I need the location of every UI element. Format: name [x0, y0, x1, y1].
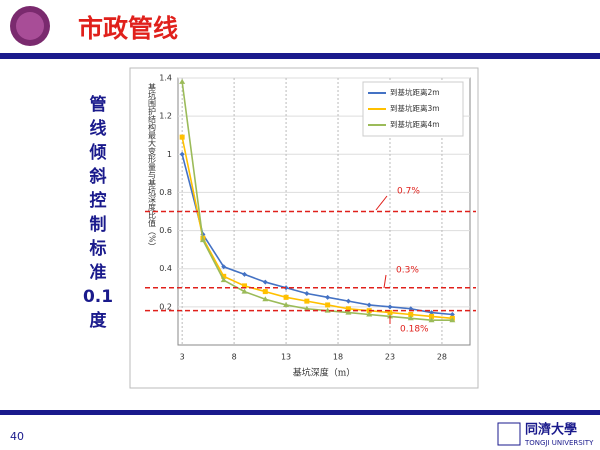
point [283, 301, 290, 307]
point [449, 311, 455, 317]
point [283, 294, 289, 300]
y-axis-label: 基坑围护结构最大变形量与基坑深度比值（%） [148, 82, 157, 251]
side-text: 线 [90, 118, 107, 139]
point [345, 309, 352, 315]
point [345, 306, 351, 312]
point [449, 317, 456, 323]
page-number: 40 [10, 430, 24, 443]
series-line [181, 136, 453, 320]
side-text: 0.1 [83, 287, 113, 307]
x-tick-label: 3 [180, 353, 185, 362]
reference-arrow [383, 274, 387, 289]
point [429, 313, 435, 319]
point [242, 271, 248, 277]
y-tick-label: 1.4 [159, 74, 172, 83]
side-text: 度 [90, 310, 108, 331]
x-tick-label: 8 [232, 353, 237, 362]
point [221, 273, 227, 279]
point [408, 311, 414, 317]
point [242, 283, 248, 289]
side-text: 管 [90, 94, 107, 115]
point [325, 294, 331, 300]
slide-title: 市政管线 [78, 14, 178, 43]
point [221, 264, 227, 270]
point [241, 288, 248, 294]
series-line [181, 154, 453, 316]
point [199, 237, 206, 243]
point [386, 313, 393, 319]
y-tick-label: 0.6 [159, 226, 172, 235]
point [304, 298, 310, 304]
point [262, 296, 269, 302]
legend-label: 到基坑距离2m [390, 87, 440, 97]
x-tick-label: 23 [385, 353, 395, 362]
university-seal [497, 422, 521, 446]
side-text: 控 [90, 190, 107, 211]
point [366, 302, 372, 308]
point [303, 305, 310, 311]
point [179, 151, 185, 157]
side-text: 斜 [89, 166, 107, 187]
reference-label: 0.3% [396, 266, 419, 276]
point [262, 279, 268, 285]
point [366, 311, 373, 317]
side-text: 倾 [89, 142, 107, 163]
y-tick-label: 0.8 [159, 188, 172, 197]
y-tick-label: 0.4 [159, 264, 172, 273]
x-tick-label: 13 [281, 353, 291, 362]
logo-emblem-inner [16, 12, 44, 40]
point [262, 289, 268, 295]
y-tick-label: 1 [167, 150, 172, 159]
point [220, 277, 227, 283]
point [325, 302, 331, 308]
side-text: 准 [90, 263, 107, 283]
side-text: 标 [90, 238, 107, 259]
logo-cn: 同濟大學 [525, 422, 577, 438]
reference-label: 0.18% [400, 325, 429, 335]
x-tick-label: 28 [437, 353, 447, 362]
point [428, 317, 435, 323]
legend-label: 到基坑距离3m [390, 103, 440, 113]
side-text: 制 [90, 214, 107, 235]
x-tick-label: 18 [333, 353, 343, 362]
point [429, 310, 435, 316]
point [179, 78, 186, 84]
y-tick-label: 1.2 [159, 112, 172, 121]
reference-label: 0.7% [397, 187, 420, 197]
footer-bar [0, 410, 600, 415]
logo-en: TONGJI UNIVERSITY [524, 439, 594, 447]
point [304, 291, 310, 297]
series-line [181, 81, 453, 322]
legend-label: 到基坑距离4m [390, 119, 440, 129]
x-axis-label: 基坑深度（m） [293, 367, 356, 379]
point [387, 310, 393, 316]
point [407, 315, 414, 321]
point [283, 285, 289, 291]
point [179, 134, 185, 140]
point [387, 304, 393, 310]
header-bar [0, 53, 600, 59]
point [345, 298, 351, 304]
reference-arrow [375, 195, 388, 211]
y-tick-label: 0.2 [159, 302, 172, 311]
